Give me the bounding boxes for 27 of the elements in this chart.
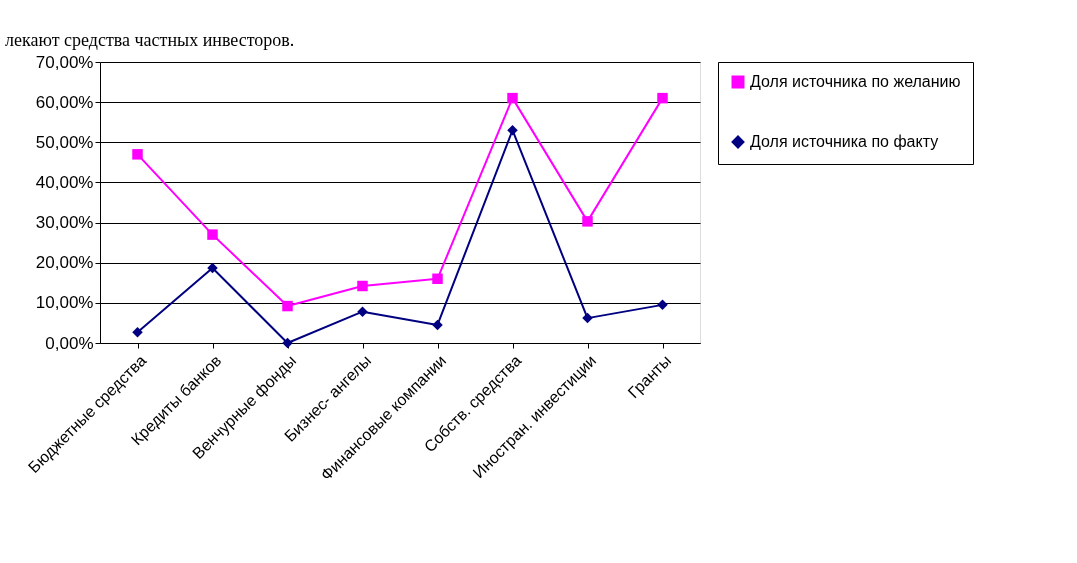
point	[657, 299, 668, 311]
legend-label: Доля источника по желанию	[750, 73, 961, 90]
point	[132, 149, 143, 160]
text: лекают средства частных инвесторов.	[5, 30, 295, 50]
point	[207, 229, 218, 240]
point	[132, 326, 143, 338]
point	[207, 262, 218, 274]
point	[357, 280, 368, 292]
point	[507, 92, 518, 104]
y-tick-label: 10,00%	[35, 293, 94, 313]
point	[657, 92, 668, 104]
point	[582, 216, 593, 227]
y-tick-label: 20,00%	[35, 253, 94, 273]
legend-label: Доля источника по факту	[750, 133, 939, 150]
point	[507, 125, 518, 136]
y-tick-label: 0,00%	[45, 333, 94, 353]
point	[432, 319, 443, 331]
point	[282, 337, 293, 349]
point	[432, 273, 443, 285]
y-tick-label: 50,00%	[35, 132, 94, 152]
y-tick-label: 60,00%	[35, 92, 94, 112]
y-tick-label: 70,00%	[35, 52, 94, 72]
point	[582, 312, 593, 324]
point	[282, 300, 293, 312]
y-tick-label: 30,00%	[35, 213, 94, 233]
y-tick-label: 40,00%	[35, 172, 94, 192]
point	[357, 306, 368, 317]
